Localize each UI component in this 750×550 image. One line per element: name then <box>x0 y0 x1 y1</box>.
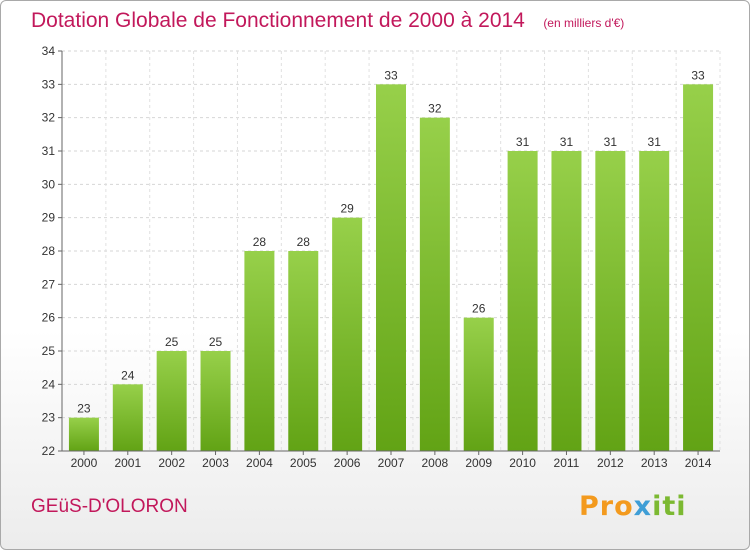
x-tick-label-2008: 2008 <box>422 456 449 470</box>
y-tick-label: 26 <box>42 311 56 325</box>
data-label-2010: 31 <box>516 135 530 149</box>
x-tick-label-2007: 2007 <box>378 456 405 470</box>
chart-subtitle: (en milliers d'€) <box>543 16 625 30</box>
chart-title-row: Dotation Globale de Fonctionnement de 20… <box>31 9 624 33</box>
y-tick-label: 29 <box>42 211 56 225</box>
data-label-2006: 29 <box>340 202 354 216</box>
bar-2008 <box>419 117 450 452</box>
data-label-2011: 31 <box>560 135 574 149</box>
commune-name: GEüS-D'OLORON <box>31 496 188 517</box>
bar-2014 <box>683 84 714 451</box>
data-labels: 23 24 25 25 28 28 29 33 32 26 31 31 31 31 33 <box>77 68 705 415</box>
y-tick-label: 28 <box>42 244 56 258</box>
bar-2004 <box>244 251 275 451</box>
x-tick-label-2000: 2000 <box>71 456 98 470</box>
data-label-2013: 31 <box>648 135 662 149</box>
bar-2009 <box>463 317 494 451</box>
y-tick-label: 30 <box>42 177 56 191</box>
bar-2005 <box>288 251 319 451</box>
data-label-2001: 24 <box>121 368 135 382</box>
x-tick-label-2013: 2013 <box>641 456 668 470</box>
bar-2010 <box>507 151 538 451</box>
y-tick-label: 24 <box>42 377 56 391</box>
data-label-2008: 32 <box>428 102 442 116</box>
data-label-2009: 26 <box>472 302 486 316</box>
chart-title: Dotation Globale de Fonctionnement de 20… <box>31 9 525 32</box>
axes: 22 23 24 25 26 27 28 29 30 31 32 33 34 2000 2001 2002 20… <box>42 44 720 470</box>
x-tick-label-2011: 2011 <box>554 456 580 470</box>
y-tick-label: 25 <box>42 344 56 358</box>
x-tick-label-2014: 2014 <box>685 456 712 470</box>
bar-2012 <box>595 151 626 451</box>
x-tick-label-2001: 2001 <box>114 456 141 470</box>
x-tick-label-2012: 2012 <box>597 456 624 470</box>
data-label-2012: 31 <box>604 135 618 149</box>
bar-2002 <box>156 351 187 451</box>
data-label-2003: 25 <box>209 335 223 349</box>
y-tick-label: 32 <box>42 111 56 125</box>
data-label-2014: 33 <box>691 68 705 82</box>
bar-2011 <box>551 151 582 451</box>
logo-part-3: iti <box>652 491 687 522</box>
y-tick-label: 33 <box>42 77 56 91</box>
bar-2007 <box>376 84 406 451</box>
y-tick-label: 27 <box>42 277 56 291</box>
y-tick-label: 23 <box>42 411 56 425</box>
y-tick-label: 31 <box>42 144 56 158</box>
x-tick-label-2005: 2005 <box>290 456 317 470</box>
data-label-2000: 23 <box>77 402 91 416</box>
bar-2000 <box>68 417 99 451</box>
bar-2013 <box>639 151 670 451</box>
bar-2001 <box>112 384 143 451</box>
proxiti-logo: Proxiti <box>579 491 687 522</box>
data-label-2004: 28 <box>253 235 267 249</box>
x-tick-label-2003: 2003 <box>202 456 229 470</box>
logo-part-2: x <box>633 491 653 522</box>
x-tick-label-2006: 2006 <box>334 456 361 470</box>
logo-part-1: Pro <box>579 491 634 522</box>
data-label-2007: 33 <box>384 68 398 82</box>
data-label-2002: 25 <box>165 335 179 349</box>
data-label-2005: 28 <box>297 235 311 249</box>
bar-2003 <box>200 351 231 451</box>
x-tick-label-2002: 2002 <box>158 456 185 470</box>
y-tick-label: 22 <box>42 444 56 458</box>
y-tick-label: 34 <box>42 44 56 58</box>
x-tick-label-2009: 2009 <box>465 456 492 470</box>
bars <box>68 84 714 452</box>
x-tick-label-2010: 2010 <box>509 456 536 470</box>
x-tick-label-2004: 2004 <box>246 456 273 470</box>
bar-2006 <box>332 217 363 451</box>
